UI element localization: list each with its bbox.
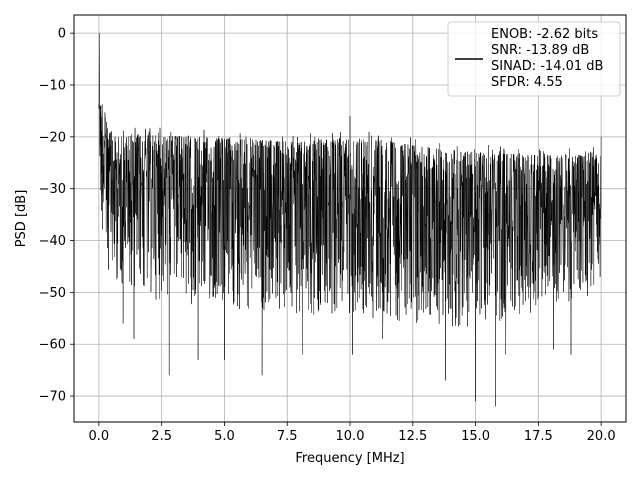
y-tick-label: −50 <box>39 286 66 301</box>
x-tick-label: 15.0 <box>461 429 490 444</box>
y-tick-label: −30 <box>39 182 66 197</box>
x-axis-label: Frequency [MHz] <box>295 451 404 466</box>
x-axis: 0.0 2.5 5.0 7.5 10.0 12.5 15.0 17.5 20.0 <box>89 422 616 444</box>
legend: ENOB: -2.62 bits SNR: -13.89 dB SINAD: -… <box>447 21 621 97</box>
x-tick-label: 12.5 <box>398 429 427 444</box>
x-tick-label: 0.0 <box>89 429 110 444</box>
y-tick-label: −60 <box>39 338 66 353</box>
x-tick-label: 20.0 <box>587 429 616 444</box>
x-tick-label: 10.0 <box>336 429 365 444</box>
y-tick-label: −10 <box>39 78 66 93</box>
legend-entry-snr: SNR: -13.89 dB <box>491 43 589 58</box>
legend-entry-enob: ENOB: -2.62 bits <box>491 27 598 42</box>
y-tick-label: −40 <box>39 234 66 249</box>
legend-entry-sinad: SINAD: -14.01 dB <box>491 59 603 74</box>
y-tick-label: −20 <box>39 130 66 145</box>
x-tick-label: 5.0 <box>214 429 235 444</box>
y-axis: 0 −10 −20 −30 −40 −50 −60 −70 <box>39 27 74 405</box>
x-tick-label: 17.5 <box>524 429 553 444</box>
x-tick-label: 2.5 <box>151 429 172 444</box>
x-tick-label: 7.5 <box>277 429 298 444</box>
psd-series-line <box>98 33 602 407</box>
y-axis-label: PSD [dB] <box>14 190 29 248</box>
y-tick-label: 0 <box>58 27 66 42</box>
legend-entry-sfdr: SFDR: 4.55 <box>491 75 563 90</box>
y-tick-label: −70 <box>39 390 66 405</box>
legend-box <box>447 21 621 97</box>
